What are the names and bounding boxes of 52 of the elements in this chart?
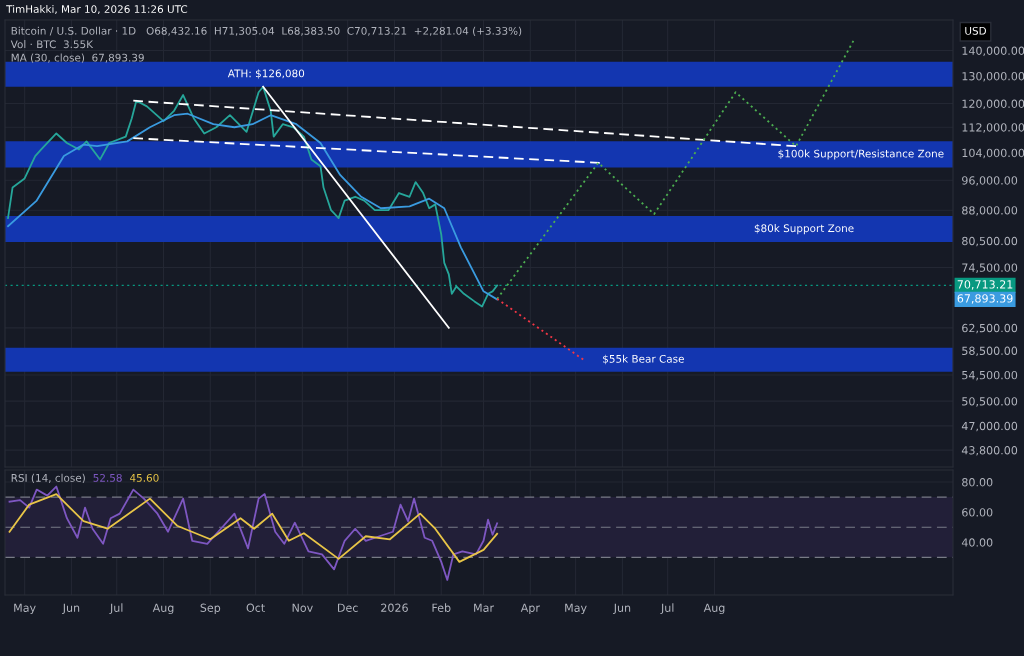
y-tick-label: 60.00	[962, 508, 993, 517]
x-tick-label: Jun	[613, 603, 631, 614]
line-series	[7, 112, 499, 301]
band-label: $55k Bear Case	[603, 354, 684, 365]
ref-line-label: 70,713.21	[957, 280, 1013, 290]
x-tick-label: Nov	[292, 603, 313, 612]
y-tick-label: 104,000.00	[962, 148, 1024, 159]
y-tick-label: 54,500.00	[962, 370, 1018, 381]
y-tick-label: 80.00	[962, 478, 993, 487]
x-tick-label: Dec	[338, 603, 358, 612]
text: 67,893.39	[957, 294, 1013, 304]
y-tick-label: 74,500.00	[962, 263, 1018, 273]
y-tick-label: 80,500.00	[962, 236, 1018, 247]
x-tick-label: Aug	[703, 603, 725, 615]
y-tick-label: 130,000.00	[962, 71, 1024, 82]
x-tick-label: Apr	[520, 603, 540, 615]
y-tick-label: 140,000.00	[962, 46, 1024, 57]
line-series	[7, 85, 499, 308]
x-tick-label: Jul	[109, 603, 123, 614]
x-tick-label: Feb	[432, 603, 451, 612]
line-series	[8, 485, 499, 581]
x-tick-label: Jun	[62, 603, 80, 614]
text: Bitcoin / U.S. Dollar · 1D O68,432.16 H71,305.04 L68,383.50 C70,713.21 +2,281.04 (+3.33%)	[11, 26, 522, 36]
x-tick-label: 2026	[381, 603, 408, 612]
x-tick-label: Oct	[246, 603, 265, 612]
y-tick-label: 50,500.00	[962, 397, 1018, 407]
y-tick-label: 40.00	[961, 538, 993, 547]
x-tick-label: Mar	[474, 603, 495, 612]
y-tick-label: 47,000.00	[961, 421, 1018, 432]
band-label: ATH: $126,080	[227, 69, 305, 79]
y-tick-label: 120,000.00	[962, 99, 1024, 110]
band-label: $100k Support/Resistance Zone	[778, 149, 944, 160]
y-tick-label: 58,500.00	[962, 346, 1018, 357]
x-tick-label: Aug	[152, 603, 174, 615]
annotation: 45.60	[129, 473, 159, 482]
y-tick-label: 62,500.00	[962, 323, 1018, 334]
chart-title: RSI (14, close)	[11, 473, 85, 484]
y-tick-label: 43,800.00	[961, 446, 1018, 456]
y-tick-label: 96,000.00	[962, 176, 1018, 186]
x-tick-label: Jul	[660, 603, 674, 614]
band-label: $80k Support Zone	[754, 224, 854, 235]
annotation: MA (30, close) 67,893.39	[11, 53, 144, 63]
line-series	[8, 493, 499, 563]
y-axis-title: USD	[965, 26, 987, 35]
y-tick-label: 112,000.00	[962, 123, 1024, 133]
chart-title: TimHakki, Mar 10, 2026 11:26 UTC	[6, 4, 188, 15]
y-tick-label: 88,000.00	[962, 206, 1018, 216]
annotation: Vol · BTC 3.55K	[10, 40, 94, 49]
x-tick-label: May	[565, 603, 587, 615]
annotation: 52.58	[93, 473, 122, 482]
x-tick-label: Sep	[200, 603, 221, 615]
x-tick-label: May	[14, 603, 36, 615]
